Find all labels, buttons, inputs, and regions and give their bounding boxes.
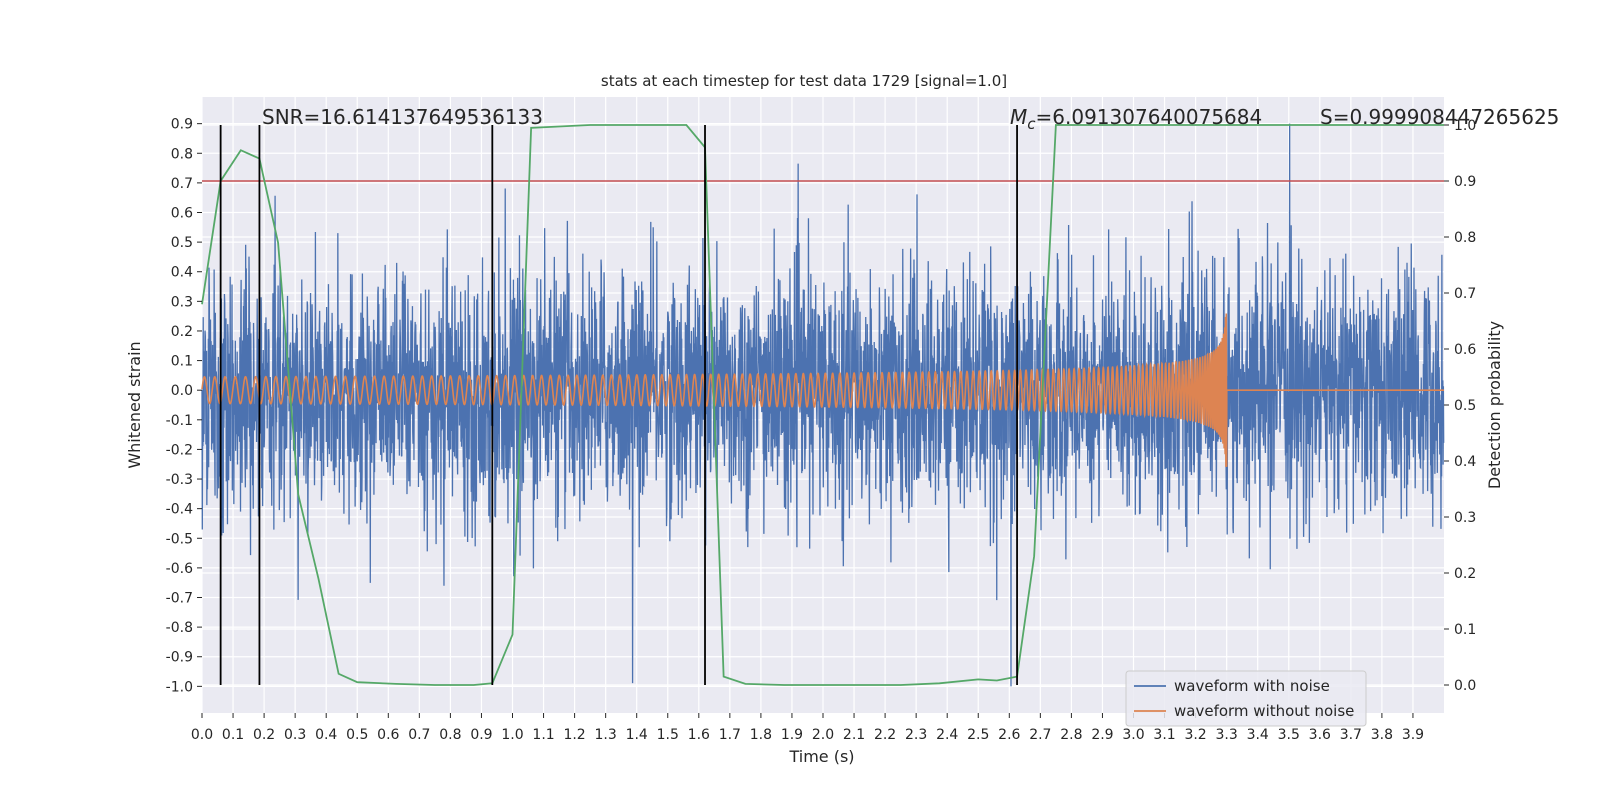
x-tick-label-7: 0.7 — [408, 727, 430, 743]
x-tick-label-23: 2.3 — [905, 727, 927, 743]
chart-title: stats at each timestep for test data 172… — [601, 72, 1007, 90]
y-tick-label-7: 0.2 — [171, 324, 193, 340]
x-tick-label-9: 0.9 — [470, 727, 492, 743]
y-tick-label-17: -0.8 — [166, 620, 193, 636]
x-tick-label-21: 2.1 — [843, 727, 865, 743]
y-right-tick-label-8: 0.2 — [1454, 566, 1476, 582]
chirp-mass-symbol: M — [1010, 105, 1027, 129]
y-tick-label-14: -0.5 — [166, 531, 193, 547]
x-tick-label-36: 3.6 — [1309, 727, 1331, 743]
y-right-tick-label-6: 0.4 — [1454, 454, 1476, 470]
x-tick-label-2: 0.2 — [253, 727, 275, 743]
x-tick-label-37: 3.7 — [1340, 727, 1362, 743]
x-tick-label-6: 0.6 — [377, 727, 399, 743]
y-right-tick-label-1: 0.9 — [1454, 174, 1476, 190]
chirp-mass-annotation: Mc=6.091307640075684 — [1010, 105, 1262, 133]
x-tick-label-12: 1.2 — [563, 727, 585, 743]
y-tick-label-16: -0.7 — [166, 591, 193, 607]
y-right-tick-label-7: 0.3 — [1454, 510, 1476, 526]
y-tick-label-12: -0.3 — [166, 472, 193, 488]
chirp-line — [201, 313, 1444, 467]
y-tick-label-5: 0.4 — [171, 265, 193, 281]
y-tick-label-2: 0.7 — [171, 176, 193, 192]
x-tick-label-8: 0.8 — [439, 727, 461, 743]
noise-line — [201, 123, 1445, 687]
x-tick-label-14: 1.4 — [626, 727, 648, 743]
y-right-tick-label-2: 0.8 — [1454, 230, 1476, 246]
y-tick-label-13: -0.4 — [166, 502, 193, 518]
x-tick-label-4: 0.4 — [315, 727, 337, 743]
y-right-tick-label-9: 0.1 — [1454, 622, 1476, 638]
y-tick-label-1: 0.8 — [171, 146, 193, 162]
y-right-tick-label-0: 1.0 — [1454, 118, 1476, 134]
legend-label-noise: waveform with noise — [1174, 677, 1330, 695]
probability-line — [201, 124, 1444, 686]
x-tick-label-32: 3.2 — [1184, 727, 1206, 743]
x-tick-label-13: 1.3 — [595, 727, 617, 743]
x-tick-label-10: 1.0 — [501, 727, 523, 743]
legend-box — [1125, 670, 1367, 727]
s-annotation: S=0.999908447265625 — [1320, 105, 1559, 129]
x-tick-label-16: 1.6 — [688, 727, 710, 743]
x-tick-label-30: 3.0 — [1122, 727, 1144, 743]
x-tick-label-3: 0.3 — [284, 727, 306, 743]
x-tick-label-5: 0.5 — [346, 727, 368, 743]
legend: waveform with noise waveform without noi… — [1125, 670, 1367, 727]
x-tick-label-11: 1.1 — [532, 727, 554, 743]
chirp-mass-subscript: c — [1027, 115, 1036, 133]
vertical-markers — [219, 125, 1018, 685]
snr-annotation: SNR=16.614137649536133 — [262, 105, 543, 129]
y-tick-label-0: 0.9 — [171, 117, 193, 133]
x-tick-label-24: 2.4 — [936, 727, 958, 743]
x-tick-label-17: 1.7 — [719, 727, 741, 743]
x-tick-label-26: 2.6 — [998, 727, 1020, 743]
x-tick-label-18: 1.8 — [750, 727, 772, 743]
x-tick-label-1: 0.1 — [222, 727, 244, 743]
chirp-mass-value: =6.091307640075684 — [1036, 105, 1263, 129]
y-tick-label-8: 0.1 — [171, 354, 193, 370]
x-tick-label-38: 3.8 — [1371, 727, 1393, 743]
x-tick-label-29: 2.9 — [1091, 727, 1113, 743]
x-tick-label-20: 2.0 — [812, 727, 834, 743]
y-right-tick-label-10: 0.0 — [1454, 678, 1476, 694]
y-tick-label-9: 0.0 — [171, 383, 193, 399]
x-tick-label-39: 3.9 — [1402, 727, 1424, 743]
noise-series — [201, 123, 1445, 687]
chirp-series — [201, 313, 1444, 467]
x-tick-label-22: 2.2 — [874, 727, 896, 743]
x-tick-label-15: 1.5 — [657, 727, 679, 743]
y-axis-label: Whitened strain — [125, 341, 144, 468]
x-tick-label-34: 3.4 — [1247, 727, 1269, 743]
y-axis-label-right: Detection probability — [1485, 321, 1504, 489]
y-tick-label-11: -0.2 — [166, 442, 193, 458]
y-right-tick-label-4: 0.6 — [1454, 342, 1476, 358]
x-tick-label-33: 3.3 — [1216, 727, 1238, 743]
y-tick-label-4: 0.5 — [171, 235, 193, 251]
axes: 0.0 0.1 0.2 0.3 0.4 0.5 0.6 0.7 0.8 0.9 1.0 1.1 1.2 1… — [166, 117, 1477, 743]
x-tick-label-0: 0.0 — [191, 727, 213, 743]
x-tick-label-19: 1.9 — [781, 727, 803, 743]
x-tick-label-25: 2.5 — [967, 727, 989, 743]
probability-series — [201, 124, 1444, 686]
legend-label-clean: waveform without noise — [1174, 702, 1354, 720]
y-right-tick-label-5: 0.5 — [1454, 398, 1476, 414]
x-tick-label-28: 2.8 — [1060, 727, 1082, 743]
y-right-tick-label-3: 0.7 — [1454, 286, 1476, 302]
y-tick-label-18: -0.9 — [166, 650, 193, 666]
y-tick-label-3: 0.6 — [171, 206, 193, 222]
x-tick-label-35: 3.5 — [1278, 727, 1300, 743]
x-tick-label-27: 2.7 — [1029, 727, 1051, 743]
y-tick-label-15: -0.6 — [166, 561, 193, 577]
y-tick-label-10: -0.1 — [166, 413, 193, 429]
y-tick-label-19: -1.0 — [166, 679, 193, 695]
x-axis-label: Time (s) — [788, 747, 854, 766]
y-tick-label-6: 0.3 — [171, 294, 193, 310]
x-tick-label-31: 3.1 — [1153, 727, 1175, 743]
